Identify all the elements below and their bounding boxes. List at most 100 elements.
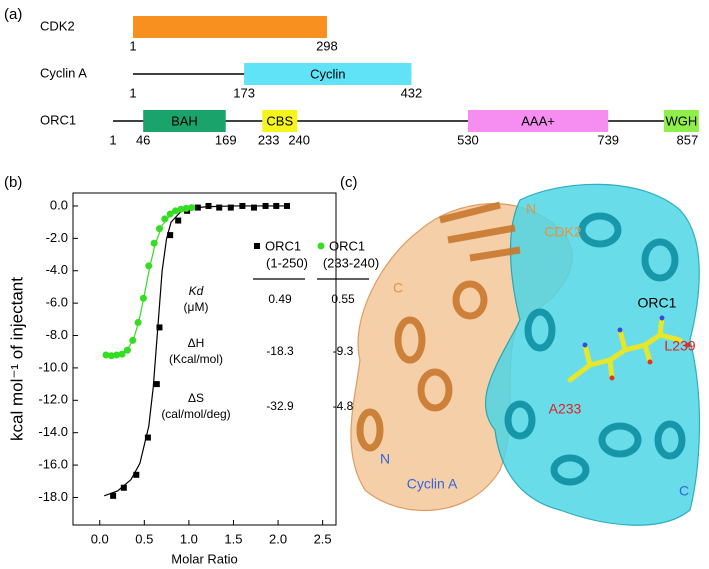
point <box>177 205 185 213</box>
param-value: 0.49 <box>268 292 292 306</box>
point <box>134 319 142 327</box>
point <box>205 202 212 209</box>
position-label: 857 <box>677 132 699 147</box>
point <box>250 204 257 211</box>
point <box>188 204 196 212</box>
y-tick-label: -12.0 <box>38 392 68 407</box>
position-label: 233 <box>258 132 280 147</box>
point <box>262 202 269 209</box>
x-axis-label: Molar Ratio <box>171 551 237 566</box>
position-label: 1 <box>109 132 116 147</box>
param-unit: (Kcal/mol) <box>169 352 223 366</box>
domain <box>133 16 327 38</box>
param-label: Kd <box>189 284 204 298</box>
x-tick-label: 1.0 <box>180 531 198 546</box>
point <box>133 471 140 478</box>
point <box>150 239 158 247</box>
position-label: 240 <box>288 132 310 147</box>
structure-label: A233 <box>549 401 582 417</box>
param-value: -32.9 <box>266 399 294 413</box>
point <box>172 207 180 215</box>
structure-label: ORC1 <box>638 295 677 311</box>
point <box>182 204 190 212</box>
domain-name: BAH <box>171 113 198 128</box>
point <box>153 381 160 388</box>
point <box>166 210 174 218</box>
legend-marker <box>317 242 325 250</box>
position-label: 739 <box>597 132 619 147</box>
point <box>110 492 117 499</box>
point <box>239 202 246 209</box>
domain-name: AAA+ <box>521 113 555 128</box>
y-tick-label: 0.0 <box>50 197 68 212</box>
point <box>144 434 151 441</box>
protein-name: Cyclin A <box>40 65 87 80</box>
point <box>129 336 137 344</box>
point <box>123 346 131 354</box>
position-label: 432 <box>401 85 423 100</box>
domain-name: Cyclin <box>310 66 345 81</box>
domain-name: WGH <box>665 113 697 128</box>
fit-line <box>104 206 194 356</box>
structure-cartoon <box>350 183 701 526</box>
point <box>167 232 174 239</box>
point <box>161 215 169 223</box>
y-tick-label: -18.0 <box>38 489 68 504</box>
position-label: 169 <box>215 132 237 147</box>
position-label: 1 <box>129 38 136 53</box>
domain <box>244 63 412 85</box>
legend-marker <box>254 243 260 249</box>
y-tick-label: -4.0 <box>46 262 68 277</box>
y-tick-label: -2.0 <box>46 230 68 245</box>
point <box>145 262 153 270</box>
panel-label: (b) <box>4 174 22 191</box>
domain <box>467 110 609 132</box>
y-tick-label: -14.0 <box>38 424 68 439</box>
param-label: ΔH <box>188 336 205 350</box>
legend-variant: (233-240) <box>323 255 379 270</box>
param-label: ΔS <box>188 391 204 405</box>
param-value: -9.3 <box>333 344 354 358</box>
structure-label: Cyclin A <box>407 476 458 492</box>
panel-label: (a) <box>4 6 22 23</box>
x-tick-label: 2.0 <box>269 531 287 546</box>
legend-label: ORC1 <box>329 238 365 253</box>
param-value: 0.55 <box>331 292 355 306</box>
point <box>227 204 234 211</box>
y-tick-label: -10.0 <box>38 359 68 374</box>
panel-label: (c) <box>340 174 358 191</box>
point <box>216 204 223 211</box>
point <box>283 202 290 209</box>
point <box>113 351 121 359</box>
point <box>139 294 147 302</box>
plot-frame <box>72 192 337 526</box>
point <box>118 350 126 358</box>
param-unit: (μM) <box>184 300 209 314</box>
y-axis-label: kcal mol⁻¹ of injectant <box>7 277 26 441</box>
point <box>194 204 201 211</box>
x-tick-label: 0.5 <box>135 531 153 546</box>
point <box>102 351 110 359</box>
point <box>120 484 127 491</box>
y-tick-label: -16.0 <box>38 457 68 472</box>
point <box>273 202 280 209</box>
domain-name: CBS <box>266 113 293 128</box>
legend-variant: (1-250) <box>266 255 308 270</box>
position-label: 46 <box>136 132 150 147</box>
x-tick-label: 2.5 <box>314 531 332 546</box>
structure-label: CDK2 <box>544 224 582 240</box>
protein-name: CDK2 <box>40 18 75 33</box>
point <box>156 324 163 331</box>
structure-label: N <box>526 201 536 217</box>
domain <box>663 110 699 132</box>
param-value: -18.3 <box>266 344 294 358</box>
protein-name: ORC1 <box>40 112 76 127</box>
point <box>175 217 182 224</box>
x-tick-label: 0.0 <box>91 531 109 546</box>
y-tick-label: -6.0 <box>46 295 68 310</box>
structure-label: N <box>380 451 390 467</box>
point <box>107 352 115 360</box>
structure-label: C <box>393 280 403 296</box>
legend-label: ORC1 <box>265 238 301 253</box>
y-tick-label: -8.0 <box>46 327 68 342</box>
